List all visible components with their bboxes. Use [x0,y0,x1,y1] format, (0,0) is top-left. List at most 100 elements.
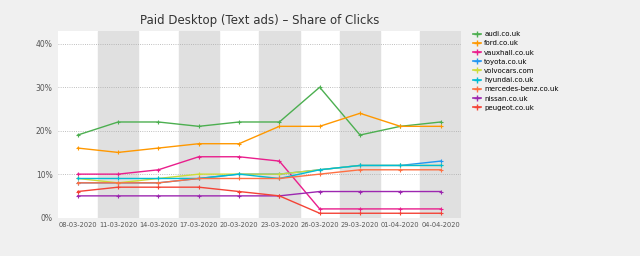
Line: audi.co.uk: audi.co.uk [76,85,443,137]
peugeot.co.uk [396,212,404,215]
volvocars.com [275,173,283,176]
hyundai.co.uk [74,177,82,180]
volvocars.com [74,177,82,180]
nissan.co.uk [436,190,444,193]
toyota.co.uk [154,181,162,184]
mercedes-benz.co.uk [356,168,364,171]
hyundai.co.uk [195,177,202,180]
Bar [98,31,138,218]
mercedes-benz.co.uk [154,181,162,184]
mercedes-benz.co.uk [195,177,202,180]
ford.co.uk [195,142,202,145]
Line: mercedes-benz.co.uk: mercedes-benz.co.uk [76,167,443,185]
Title: Paid Desktop (Text ads) – Share of Clicks: Paid Desktop (Text ads) – Share of Click… [140,14,379,27]
audi.co.uk [74,133,82,136]
toyota.co.uk [396,164,404,167]
mercedes-benz.co.uk [316,173,323,176]
ford.co.uk [396,125,404,128]
vauxhall.co.uk [154,168,162,171]
Line: peugeot.co.uk: peugeot.co.uk [76,185,443,216]
vauxhall.co.uk [436,207,444,210]
audi.co.uk [356,133,364,136]
Line: toyota.co.uk: toyota.co.uk [76,159,443,185]
vauxhall.co.uk [396,207,404,210]
peugeot.co.uk [316,212,323,215]
Line: volvocars.com: volvocars.com [76,163,443,185]
vauxhall.co.uk [235,155,243,158]
peugeot.co.uk [436,212,444,215]
volvocars.com [235,173,243,176]
mercedes-benz.co.uk [436,168,444,171]
peugeot.co.uk [154,186,162,189]
audi.co.uk [396,125,404,128]
toyota.co.uk [436,159,444,163]
volvocars.com [356,164,364,167]
Legend: audi.co.uk, ford.co.uk, vauxhall.co.uk, toyota.co.uk, volvocars.com, hyundai.co.: audi.co.uk, ford.co.uk, vauxhall.co.uk, … [472,30,559,111]
volvocars.com [396,164,404,167]
hyundai.co.uk [154,177,162,180]
vauxhall.co.uk [74,173,82,176]
hyundai.co.uk [356,164,364,167]
audi.co.uk [154,121,162,124]
ford.co.uk [356,112,364,115]
Bar [340,31,380,218]
peugeot.co.uk [275,194,283,197]
nissan.co.uk [74,194,82,197]
ford.co.uk [436,125,444,128]
peugeot.co.uk [114,186,122,189]
audi.co.uk [235,121,243,124]
Line: ford.co.uk: ford.co.uk [76,111,443,155]
vauxhall.co.uk [195,155,202,158]
peugeot.co.uk [74,190,82,193]
audi.co.uk [114,121,122,124]
nissan.co.uk [396,190,404,193]
toyota.co.uk [235,173,243,176]
audi.co.uk [275,121,283,124]
volvocars.com [316,168,323,171]
toyota.co.uk [275,173,283,176]
nissan.co.uk [235,194,243,197]
peugeot.co.uk [195,186,202,189]
vauxhall.co.uk [275,159,283,163]
audi.co.uk [436,121,444,124]
nissan.co.uk [275,194,283,197]
toyota.co.uk [195,177,202,180]
Bar [420,31,461,218]
Line: nissan.co.uk: nissan.co.uk [76,189,443,198]
hyundai.co.uk [114,177,122,180]
mercedes-benz.co.uk [275,177,283,180]
vauxhall.co.uk [114,173,122,176]
nissan.co.uk [154,194,162,197]
toyota.co.uk [356,164,364,167]
nissan.co.uk [356,190,364,193]
toyota.co.uk [316,168,323,171]
nissan.co.uk [114,194,122,197]
volvocars.com [114,181,122,184]
mercedes-benz.co.uk [235,177,243,180]
hyundai.co.uk [275,177,283,180]
hyundai.co.uk [396,164,404,167]
vauxhall.co.uk [316,207,323,210]
Line: vauxhall.co.uk: vauxhall.co.uk [76,154,443,211]
mercedes-benz.co.uk [396,168,404,171]
ford.co.uk [235,142,243,145]
volvocars.com [195,173,202,176]
audi.co.uk [195,125,202,128]
hyundai.co.uk [316,168,323,171]
vauxhall.co.uk [356,207,364,210]
nissan.co.uk [195,194,202,197]
ford.co.uk [114,151,122,154]
hyundai.co.uk [235,173,243,176]
peugeot.co.uk [356,212,364,215]
nissan.co.uk [316,190,323,193]
Bar [259,31,300,218]
mercedes-benz.co.uk [114,181,122,184]
mercedes-benz.co.uk [74,181,82,184]
Bar [179,31,219,218]
volvocars.com [436,164,444,167]
ford.co.uk [275,125,283,128]
volvocars.com [154,177,162,180]
audi.co.uk [316,86,323,89]
hyundai.co.uk [436,164,444,167]
ford.co.uk [316,125,323,128]
